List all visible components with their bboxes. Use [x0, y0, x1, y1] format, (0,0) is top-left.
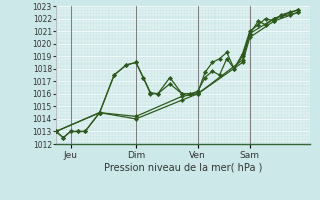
X-axis label: Pression niveau de la mer( hPa ): Pression niveau de la mer( hPa ) [104, 163, 262, 173]
